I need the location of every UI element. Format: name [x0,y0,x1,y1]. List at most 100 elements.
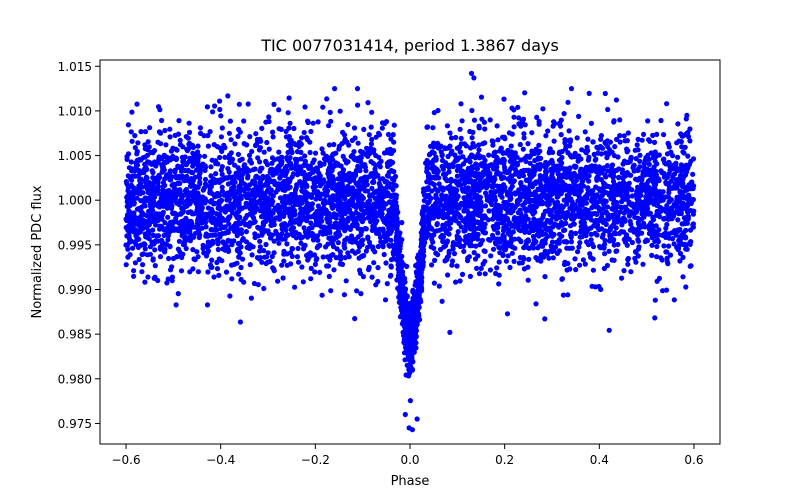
data-point [492,189,498,195]
data-point [439,298,445,304]
data-point [388,272,394,278]
data-point [565,99,571,105]
data-point [331,141,337,148]
data-point [517,141,523,148]
data-point [318,162,324,169]
data-point [284,154,290,161]
data-point [675,121,681,127]
data-point [550,255,556,261]
data-point [542,274,548,280]
data-point [239,172,245,178]
data-point [675,154,681,160]
data-point [280,275,286,281]
data-point [460,188,466,194]
data-point [562,211,568,217]
data-point [518,123,524,129]
data-point [136,230,142,236]
data-point [627,210,633,216]
data-point [539,201,545,207]
data-point [279,180,285,186]
data-point [438,149,444,155]
data-point [690,156,697,162]
data-point [661,243,667,249]
data-point [433,157,439,163]
data-point [440,171,447,177]
data-point [324,96,330,102]
data-point [482,248,488,254]
data-point [129,177,135,183]
data-point [251,197,257,203]
data-point [656,275,663,281]
data-point [284,241,290,247]
data-point [345,159,351,165]
data-point [476,271,483,277]
data-point [322,200,328,207]
data-point [371,179,377,185]
data-point [308,265,314,271]
data-point [238,264,244,271]
data-point [302,174,308,180]
data-point [675,166,682,172]
data-point [556,248,563,254]
data-point [675,228,681,235]
data-point [474,265,480,271]
data-point [238,195,244,202]
data-point [293,229,299,236]
data-point [201,185,207,191]
data-point [237,319,243,325]
data-point [440,187,446,193]
data-point [245,175,251,181]
data-point [195,149,201,155]
data-point [257,159,263,165]
data-point [371,260,377,266]
data-point [351,191,357,197]
data-point [607,227,613,233]
data-point [217,234,223,240]
data-point [261,210,267,216]
data-point [665,141,672,147]
data-point [168,148,174,154]
data-point [366,264,372,270]
data-point [458,101,464,107]
data-point [297,179,303,185]
data-point [225,175,231,181]
data-point [235,133,241,139]
data-point [205,233,211,239]
data-point [488,253,494,259]
data-point [663,206,669,212]
data-point [469,215,475,221]
data-point [255,224,261,230]
data-point [209,257,215,263]
data-point [430,125,436,131]
data-point [453,134,459,141]
data-point [548,217,554,223]
data-point [544,162,550,168]
data-point [286,95,292,101]
data-point [201,133,207,139]
data-point [258,184,264,190]
data-point [285,110,291,116]
data-point [425,124,431,130]
data-point [226,130,232,136]
data-point [586,90,592,96]
data-point [146,236,152,242]
data-point [583,150,589,156]
data-point [208,226,215,233]
data-point [475,231,481,237]
data-point [536,187,542,193]
data-point [379,125,385,131]
data-point [334,225,341,231]
data-point [186,120,192,126]
data-point [610,174,616,180]
data-point [476,125,482,131]
data-point [518,181,524,187]
data-point [539,243,546,249]
data-point [241,279,247,285]
data-point [340,129,346,135]
data-point [277,175,283,181]
data-point [276,240,282,246]
data-point [532,189,538,195]
data-point [385,147,391,153]
data-point [236,271,242,277]
data-point [207,129,213,135]
